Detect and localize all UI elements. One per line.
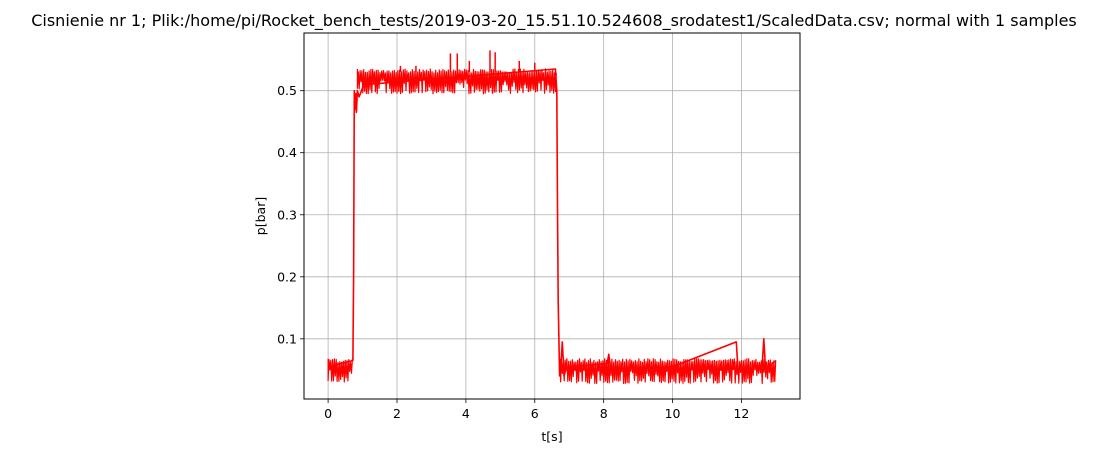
y-tick-label: 0.5 [277,83,297,98]
y-ticks: 0.1 0.2 0.3 0.4 0.5 [277,83,304,346]
chart-title: Cisnienie nr 1; Plik:/home/pi/Rocket_ben… [31,11,1077,31]
x-tick-label: 4 [462,406,470,421]
y-tick-label: 0.3 [277,207,297,222]
x-tick-label: 10 [665,406,681,421]
x-tick-label: 0 [324,406,332,421]
x-tick-label: 8 [600,406,608,421]
x-tick-label: 2 [393,406,401,421]
x-ticks: 0 2 4 6 8 10 12 [324,399,749,421]
y-tick-label: 0.1 [277,331,297,346]
y-axis-label: p[bar] [253,197,268,235]
x-tick-label: 6 [531,406,539,421]
x-axis-label: t[s] [541,429,562,444]
y-tick-label: 0.4 [277,145,297,160]
x-tick-label: 12 [733,406,749,421]
noise-band-tail [560,358,777,385]
noise-band-plateau [356,68,557,95]
plot-frame [303,32,801,400]
data-layer [327,50,777,385]
noise-band-pre-ignition [327,358,353,383]
series-line [327,68,777,377]
y-tick-label: 0.2 [277,269,297,284]
